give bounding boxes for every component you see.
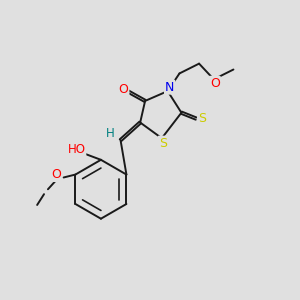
Text: H: H bbox=[105, 127, 114, 140]
Text: O: O bbox=[210, 77, 220, 90]
Text: S: S bbox=[198, 112, 206, 125]
Text: O: O bbox=[118, 82, 128, 96]
Text: N: N bbox=[165, 81, 174, 94]
Text: O: O bbox=[51, 168, 61, 181]
Text: HO: HO bbox=[68, 143, 85, 157]
Text: S: S bbox=[159, 136, 167, 150]
